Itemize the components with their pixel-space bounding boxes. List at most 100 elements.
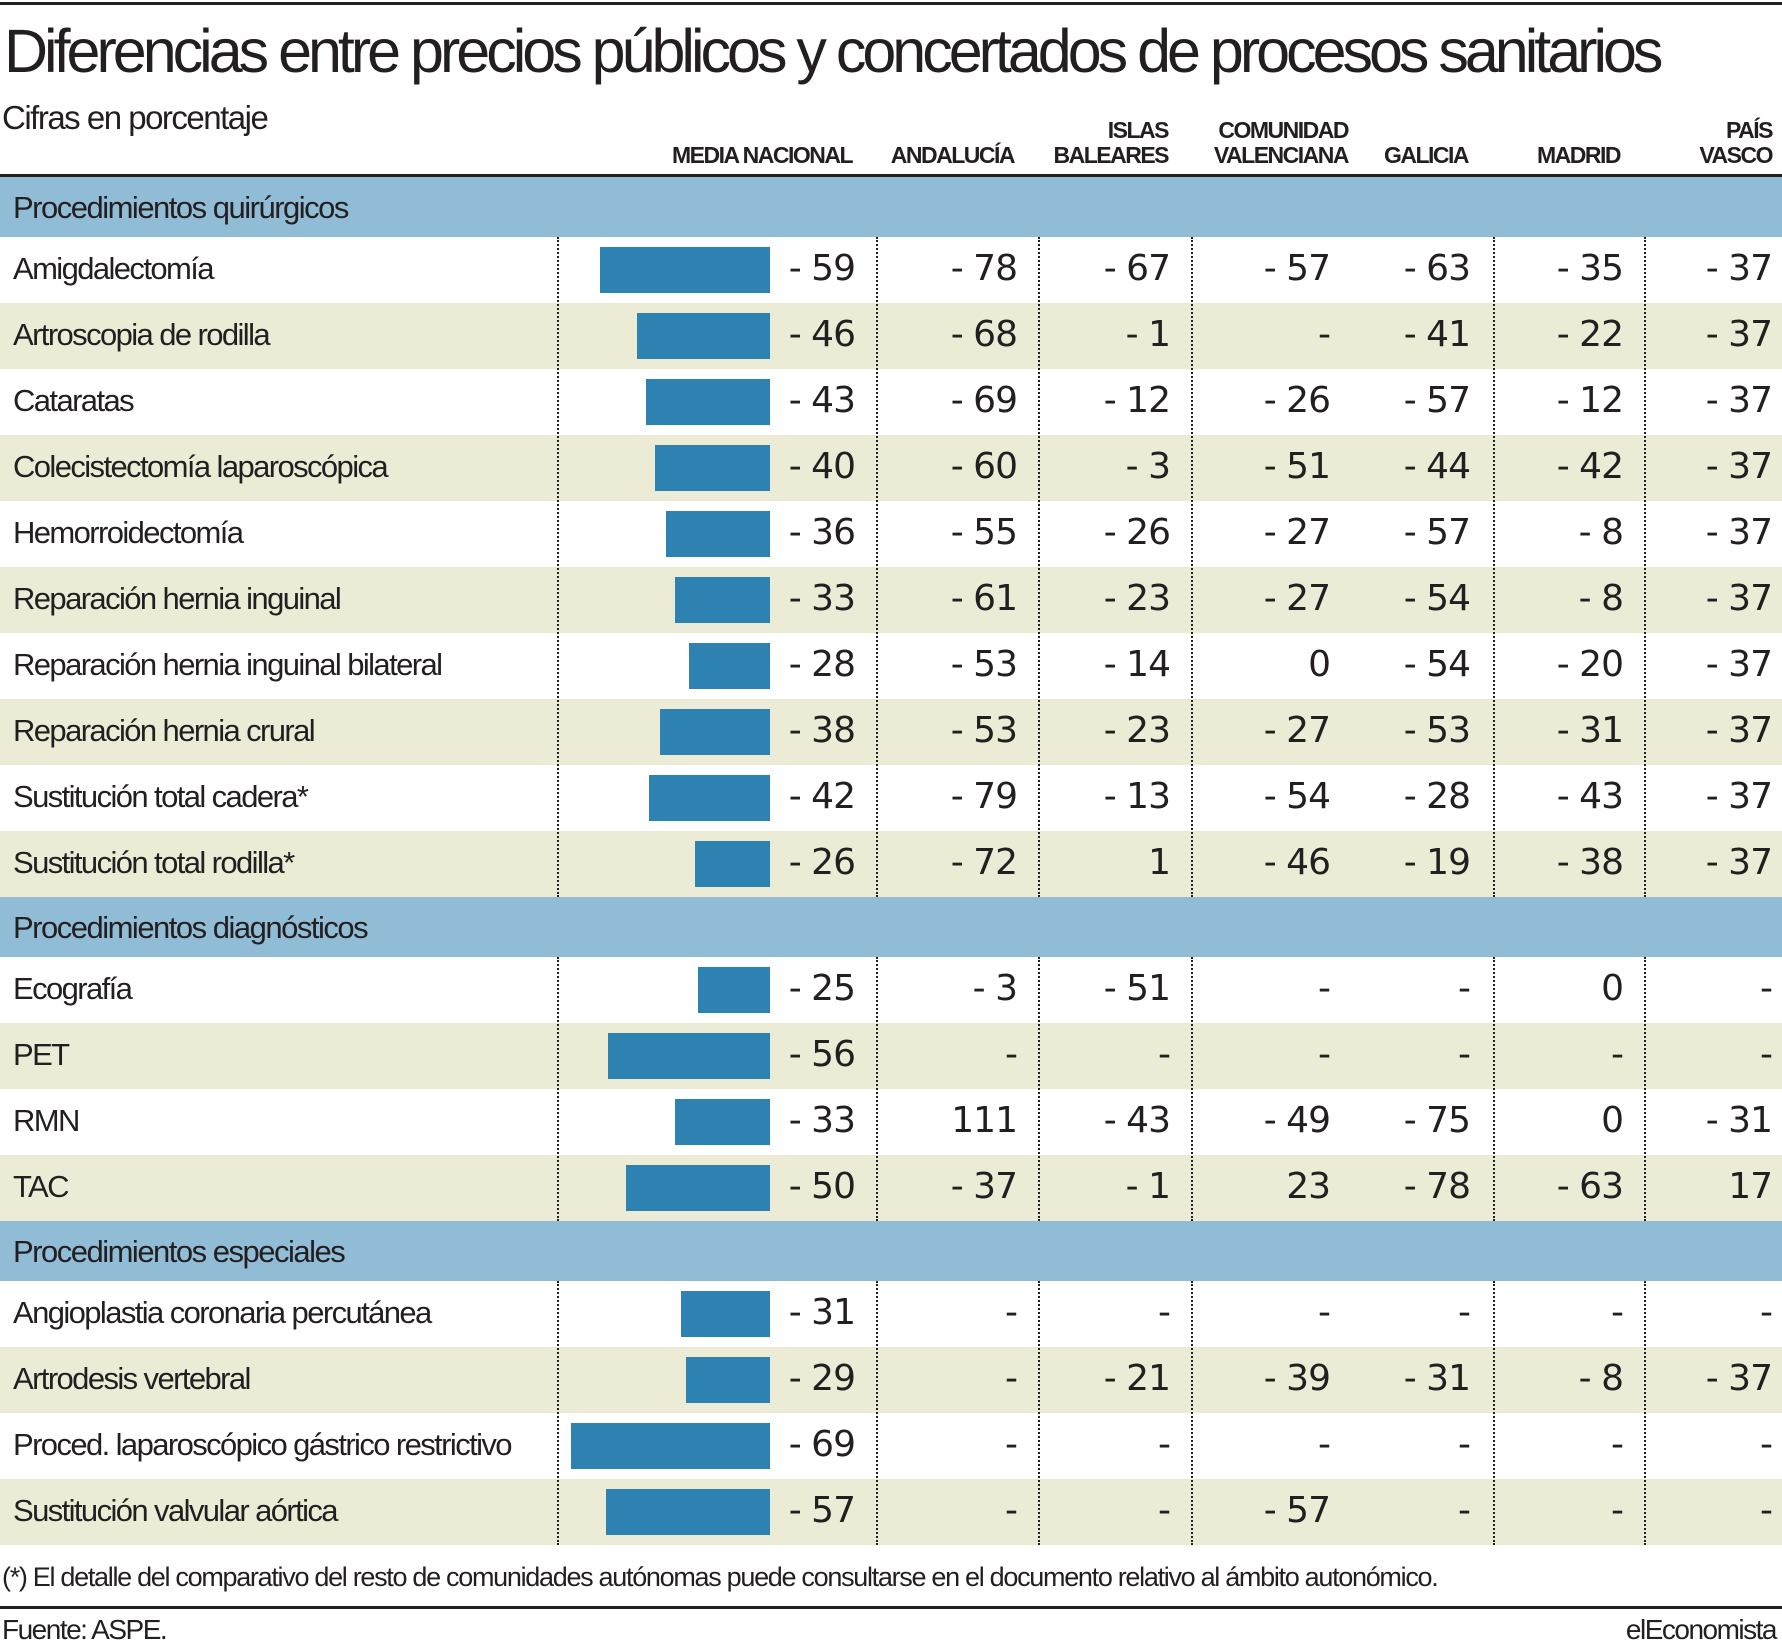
value-cell: - 8 <box>1578 578 1624 619</box>
value-cell: - <box>1458 1490 1471 1531</box>
chart-title: Diferencias entre precios públicos y con… <box>4 17 1663 85</box>
value-cell: - 53 <box>950 644 1018 685</box>
value-cell: 0 <box>1601 1100 1624 1141</box>
row-label: Sustitución valvular aórtica <box>13 1493 339 1528</box>
value-cell: - 3 <box>1125 446 1171 487</box>
national-average-bar <box>686 1357 770 1403</box>
value-cell: - 53 <box>1403 710 1471 751</box>
value-cell: - 54 <box>1263 776 1331 817</box>
value-cell: - 8 <box>1578 512 1624 553</box>
column-divider <box>1038 1281 1040 1545</box>
value-cell: - 69 <box>950 380 1018 421</box>
column-header: MADRID <box>1537 143 1622 168</box>
value-cell: 0 <box>1601 968 1624 1009</box>
row-label: Cataratas <box>13 383 135 418</box>
value-cell: - 23 <box>1103 578 1171 619</box>
value-cell: - <box>1005 1490 1018 1531</box>
value-cell: - 31 <box>1556 710 1624 751</box>
value-cell: - <box>1005 1358 1018 1399</box>
value-cell: - <box>1611 1490 1624 1531</box>
top-rule <box>0 2 1782 5</box>
value-cell: - 37 <box>1705 314 1773 355</box>
row-label: TAC <box>13 1169 70 1204</box>
column-header-line: GALICIA <box>1383 142 1470 168</box>
value-cell: - <box>1318 968 1331 1009</box>
section-label: Procedimientos quirúrgicos <box>13 190 349 225</box>
value-cell: - 69 <box>788 1424 856 1465</box>
table-row: Artroscopia de rodilla - 46 - 68 - 1 - - 41 - … <box>0 303 1782 369</box>
table-row: Amigdalectomía - 59 - 78 - 67 - 57 - 63 - 35 - … <box>0 237 1782 303</box>
column-header-line: MEDIA NACIONAL <box>671 142 854 168</box>
row-label: Reparación hernia inguinal <box>13 581 342 616</box>
value-cell: 17 <box>1728 1166 1773 1207</box>
column-divider <box>1493 1281 1495 1545</box>
value-cell: - 56 <box>788 1034 856 1075</box>
section-header: Procedimientos quirúrgicos <box>0 177 1782 237</box>
value-cell: - 23 <box>1103 710 1171 751</box>
table-row: Cataratas - 43 - 69 - 12 - 26 - 57 - 12 - 37 <box>0 369 1782 435</box>
column-header: COMUNIDAD VALENCIANA <box>1214 118 1350 168</box>
column-header: PAÍS VASCO <box>1699 118 1773 168</box>
column-header: ISLAS BALEARES <box>1053 117 1170 168</box>
value-cell: - <box>1158 1034 1171 1075</box>
column-divider <box>1191 237 1193 897</box>
national-average-bar <box>637 313 770 359</box>
value-cell: - 37 <box>1705 776 1773 817</box>
value-cell: - <box>1005 1034 1018 1075</box>
column-header: MEDIA NACIONAL <box>671 142 854 168</box>
header-rule <box>0 174 1782 177</box>
value-cell: - 26 <box>788 842 856 883</box>
value-cell: - 78 <box>1403 1166 1471 1207</box>
value-cell: - 36 <box>788 512 856 553</box>
table-row: Angioplastia coronaria percutánea - 31 - - -… <box>0 1281 1782 1347</box>
column-header: ANDALUCÍA <box>891 143 1016 168</box>
column-divider <box>1038 957 1040 1221</box>
value-cell: - 54 <box>1403 578 1471 619</box>
value-cell: - 53 <box>950 710 1018 751</box>
value-cell: - 43 <box>1103 1100 1171 1141</box>
value-cell: - <box>1760 1424 1773 1465</box>
value-cell: - <box>1318 1424 1331 1465</box>
value-cell: - 68 <box>950 314 1018 355</box>
value-cell: - 57 <box>788 1490 856 1531</box>
value-cell: - 37 <box>1705 248 1773 289</box>
column-header-line: ISLAS <box>1107 117 1170 143</box>
table-row: RMN - 33 111 - 43 - 49 - 75 0 - 31 <box>0 1089 1782 1155</box>
value-cell: - 27 <box>1263 578 1331 619</box>
value-cell: - 1 <box>1125 1166 1171 1207</box>
value-cell: - <box>1458 1424 1471 1465</box>
section-label: Procedimientos diagnósticos <box>13 910 369 945</box>
column-divider <box>1191 957 1193 1221</box>
value-cell: - 20 <box>1556 644 1624 685</box>
row-label: Artroscopia de rodilla <box>13 317 271 352</box>
value-cell: - 37 <box>1705 644 1773 685</box>
table-row: Reparación hernia crural - 38 - 53 - 23 - 27… <box>0 699 1782 765</box>
value-cell: - 19 <box>1403 842 1471 883</box>
value-cell: - 14 <box>1103 644 1171 685</box>
row-label: Sustitución total cadera* <box>13 779 309 814</box>
national-average-bar <box>697 967 770 1013</box>
national-average-bar <box>660 709 770 755</box>
value-cell: - 78 <box>950 248 1018 289</box>
value-cell: - 12 <box>1103 380 1171 421</box>
chart-subtitle: Cifras en porcentaje <box>2 99 269 136</box>
column-divider <box>1644 1281 1646 1545</box>
value-cell: - 37 <box>1705 842 1773 883</box>
value-cell: - <box>1158 1424 1171 1465</box>
value-cell: - 25 <box>788 968 856 1009</box>
value-cell: - 61 <box>950 578 1018 619</box>
value-cell: - 63 <box>1403 248 1471 289</box>
value-cell: - 41 <box>1403 314 1471 355</box>
national-average-bar <box>666 511 770 557</box>
value-cell: - 26 <box>1263 380 1331 421</box>
table-row: Ecografía - 25 - 3 - 51 - - 0 - <box>0 957 1782 1023</box>
value-cell: - <box>1760 968 1773 1009</box>
footer-rule <box>0 1606 1782 1609</box>
value-cell: - <box>1318 1034 1331 1075</box>
section-header: Procedimientos diagnósticos <box>0 897 1782 957</box>
value-cell: - 37 <box>1705 710 1773 751</box>
value-cell: - <box>1318 314 1331 355</box>
value-cell: - 29 <box>788 1358 856 1399</box>
column-divider <box>557 1281 559 1545</box>
value-cell: - 59 <box>788 248 856 289</box>
